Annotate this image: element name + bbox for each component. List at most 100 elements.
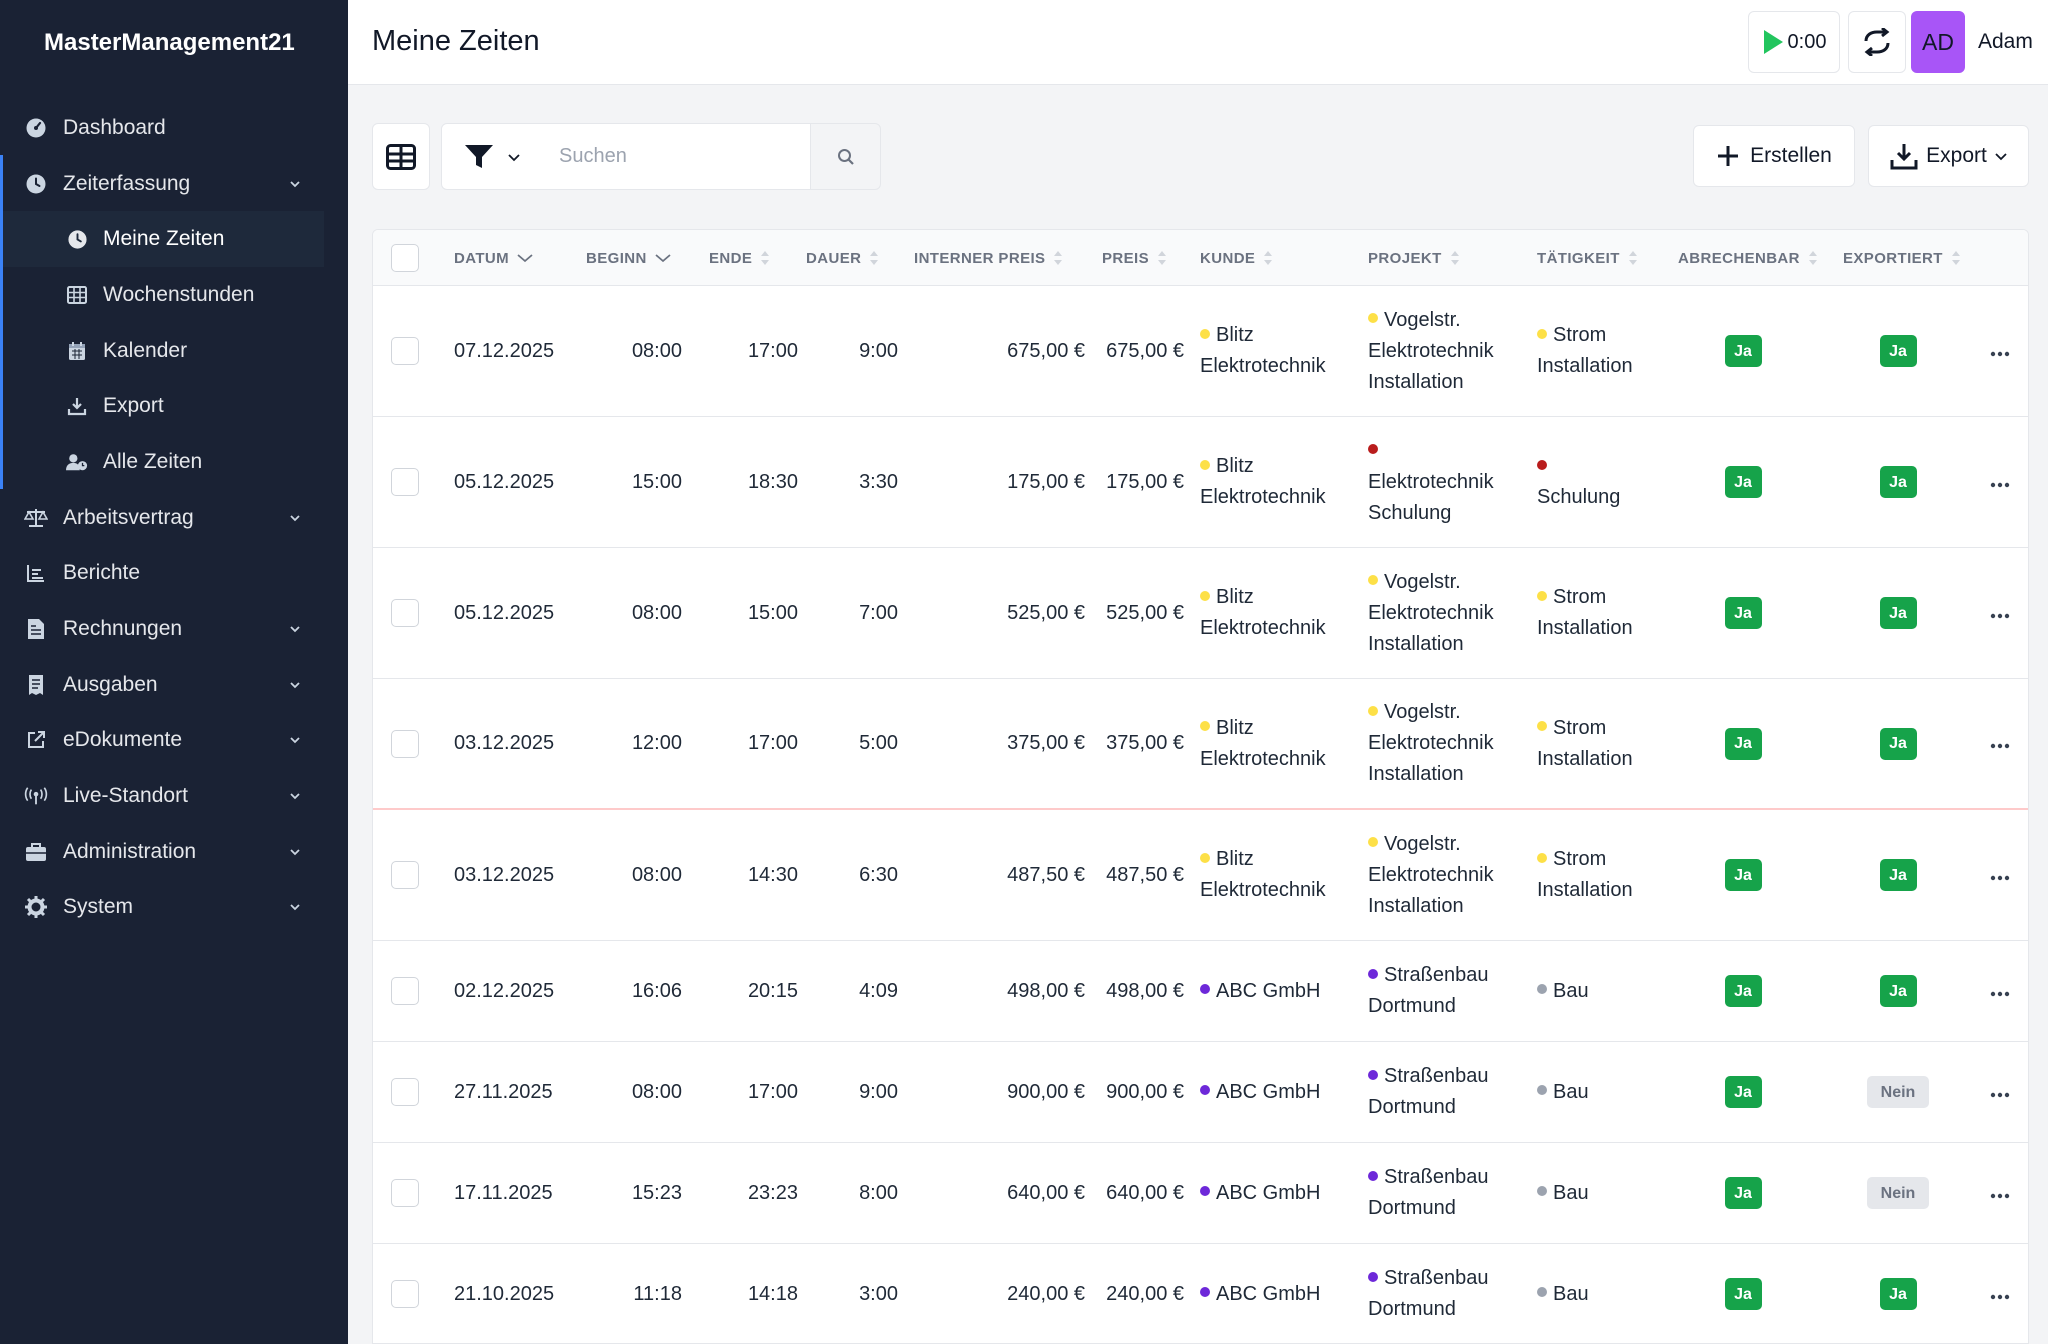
cell-datum: 21.10.2025: [454, 1282, 555, 1305]
cell-preis: 640,00 €: [1106, 1181, 1184, 1204]
column-header-exportiert[interactable]: Exportiert: [1843, 230, 1961, 286]
column-header-kunde[interactable]: Kunde: [1200, 230, 1273, 286]
row-checkbox[interactable]: [391, 729, 419, 758]
select-all-checkbox[interactable]: [391, 244, 419, 272]
row-checkbox[interactable]: [391, 599, 419, 627]
sidebar-subitem-meine-zeiten[interactable]: Meine Zeiten: [0, 211, 324, 268]
table-row[interactable]: 27.11.2025 08:00 17:00 9:00 900,00 € 900,00 €…: [373, 1042, 2028, 1143]
sidebar-item-arbeitsvertrag[interactable]: Arbeitsvertrag: [0, 490, 348, 546]
more-options-icon[interactable]: [1990, 1178, 2010, 1209]
column-header-dauer[interactable]: Dauer: [806, 230, 879, 286]
row-checkbox[interactable]: [391, 337, 419, 365]
column-header-beginn[interactable]: Beginn: [586, 230, 671, 286]
more-options-icon[interactable]: [1990, 728, 2010, 759]
search-input[interactable]: [541, 123, 811, 190]
row-checkbox[interactable]: [391, 977, 419, 1005]
sidebar-item-label: Ausgaben: [63, 672, 158, 696]
sidebar-item-dashboard[interactable]: Dashboard: [0, 100, 348, 156]
cell-dauer: 3:00: [859, 1282, 898, 1305]
table-row[interactable]: 21.10.2025 11:18 14:18 3:00 240,00 € 240,00 €…: [373, 1244, 2028, 1343]
more-options-icon[interactable]: [1990, 860, 2010, 891]
create-button[interactable]: Erstellen: [1693, 125, 1855, 187]
timer-button[interactable]: 0:00: [1748, 11, 1840, 73]
taetigkeit-text: Bau: [1553, 979, 1589, 1002]
row-checkbox[interactable]: [391, 468, 419, 496]
kunde-text: Blitz: [1216, 324, 1254, 346]
chevron-down-icon: [290, 180, 300, 187]
sidebar-subitem-alle-zeiten[interactable]: Alle Zeiten: [0, 434, 348, 490]
cell-exportiert: Ja: [1833, 286, 1963, 416]
projekt-text: Installation: [1368, 763, 1464, 785]
more-options-icon[interactable]: [1990, 467, 2010, 498]
column-header-datum[interactable]: Datum: [454, 230, 533, 286]
color-dot: [1537, 328, 1547, 339]
color-dot: [1537, 1085, 1547, 1096]
sidebar-subitem-kalender[interactable]: Kalender: [0, 323, 348, 379]
sidebar-item-live-standort[interactable]: Live-Standort: [0, 768, 348, 824]
column-header-interner-preis[interactable]: Interner Preis: [914, 230, 1063, 286]
row-checkbox[interactable]: [391, 1078, 419, 1106]
table-row[interactable]: 05.12.2025 15:00 18:30 3:30 175,00 € 175,00 €…: [373, 417, 2028, 548]
row-checkbox[interactable]: [391, 861, 419, 889]
more-options-icon[interactable]: [1990, 336, 2010, 367]
filter-button[interactable]: [441, 123, 542, 190]
more-options-icon[interactable]: [1990, 1077, 2010, 1108]
cell-interner-preis: 640,00 €: [1007, 1181, 1085, 1204]
sidebar-item-zeiterfassung[interactable]: Zeiterfassung: [0, 156, 348, 212]
broadcast-icon: [24, 784, 48, 808]
more-options-icon[interactable]: [1990, 598, 2010, 629]
table-row[interactable]: 03.12.2025 08:00 14:30 6:30 487,50 € 487,50 €…: [373, 810, 2028, 941]
sidebar-item-berichte[interactable]: Berichte: [0, 546, 348, 602]
column-header-ende[interactable]: Ende: [709, 230, 770, 286]
sync-button[interactable]: [1848, 11, 1906, 73]
table-row[interactable]: 17.11.2025 15:23 23:23 8:00 640,00 € 640,00 €…: [373, 1143, 2028, 1244]
table-row[interactable]: 05.12.2025 08:00 15:00 7:00 525,00 € 525,00 €…: [373, 548, 2028, 679]
row-select-cell: [391, 286, 419, 416]
projekt-text: Installation: [1368, 370, 1464, 393]
color-dot: [1368, 1170, 1378, 1181]
column-header-projekt[interactable]: Projekt: [1368, 230, 1460, 286]
search-button[interactable]: [810, 123, 881, 190]
row-select-cell: [391, 1143, 419, 1243]
sidebar-item-administration[interactable]: Administration: [0, 824, 348, 880]
zeiterfassung-submenu: Meine Zeiten Wochenstunden Kalender Expo…: [0, 155, 348, 490]
avatar[interactable]: AD: [1911, 11, 1965, 73]
table-row[interactable]: 03.12.2025 12:00 17:00 5:00 375,00 € 375,00 €…: [373, 679, 2028, 810]
column-header-taetigkeit[interactable]: Tätigkeit: [1537, 230, 1638, 286]
sidebar-item-rechnungen[interactable]: Rechnungen: [0, 601, 348, 657]
sidebar-item-edokumente[interactable]: eDokumente: [0, 713, 348, 769]
status-badge: Ja: [1879, 466, 1917, 498]
chevron-down-icon: [290, 626, 300, 633]
table-row[interactable]: 02.12.2025 16:06 20:15 4:09 498,00 € 498,00 €…: [373, 941, 2028, 1042]
cell-interner-preis: 525,00 €: [1007, 601, 1085, 624]
sidebar-subitem-export[interactable]: Export: [0, 378, 348, 434]
cell-dauer: 4:09: [859, 979, 898, 1002]
row-checkbox[interactable]: [391, 1280, 419, 1308]
sidebar-item-ausgaben[interactable]: Ausgaben: [0, 657, 348, 713]
sidebar-item-system[interactable]: System: [0, 880, 348, 936]
row-select-cell: [391, 810, 419, 940]
table-row[interactable]: 07.12.2025 08:00 17:00 9:00 675,00 € 675,00 €…: [373, 286, 2028, 417]
color-dot: [1537, 852, 1547, 863]
more-options-icon[interactable]: [1990, 976, 2010, 1007]
table-view-toggle-button[interactable]: [372, 123, 430, 190]
brand-logo[interactable]: MasterManagement21: [44, 29, 295, 56]
row-checkbox[interactable]: [391, 1179, 419, 1207]
more-options-icon[interactable]: [1990, 1279, 2010, 1310]
cell-kunde: ABC GmbH: [1200, 1143, 1360, 1243]
color-dot: [1368, 1271, 1378, 1282]
taetigkeit-text: Strom: [1553, 848, 1607, 870]
column-header-preis[interactable]: Preis: [1102, 230, 1167, 286]
row-select-cell: [391, 548, 419, 678]
cell-datum: 03.12.2025: [454, 863, 555, 886]
sort-icon: [761, 251, 770, 265]
user-name[interactable]: Adam: [1978, 30, 2033, 53]
cell-datum: 05.12.2025: [454, 601, 555, 624]
color-dot: [1537, 984, 1547, 995]
export-button[interactable]: Export: [1868, 125, 2029, 187]
status-badge: Ja: [1724, 859, 1762, 891]
sidebar-item-label: Berichte: [63, 561, 141, 585]
sidebar-subitem-wochenstunden[interactable]: Wochenstunden: [0, 267, 348, 323]
cell-exportiert: Ja: [1833, 810, 1963, 940]
column-header-abrechenbar[interactable]: Abrechenbar: [1678, 230, 1818, 286]
